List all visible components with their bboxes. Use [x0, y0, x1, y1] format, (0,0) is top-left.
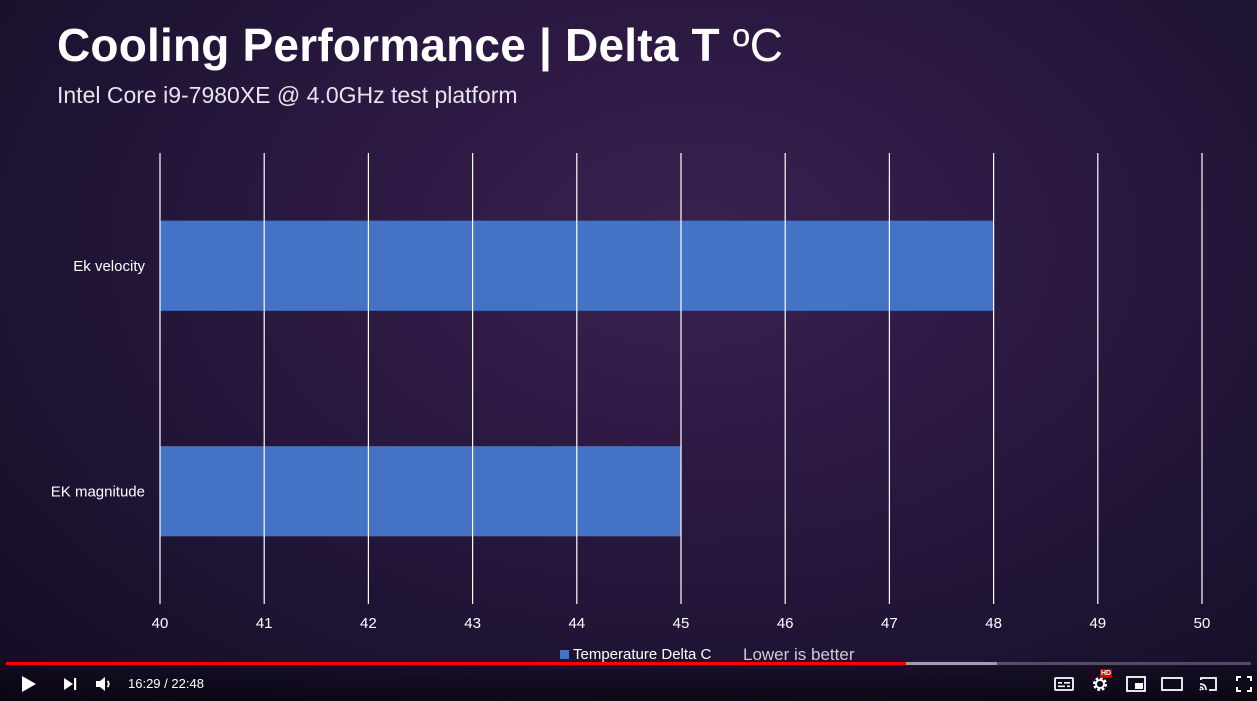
- play-icon: [22, 675, 36, 692]
- bar: [160, 446, 681, 537]
- cast-button[interactable]: [1196, 666, 1220, 701]
- miniplayer-button[interactable]: [1124, 666, 1148, 701]
- x-tick-label: 42: [360, 615, 377, 632]
- category-label: EK magnitude: [51, 483, 145, 500]
- category-label: Ek velocity: [73, 258, 145, 275]
- slide-title: Cooling Performance | Delta T ºC: [57, 18, 783, 72]
- lower-is-better-note: Lower is better: [743, 645, 855, 664]
- x-tick-label: 43: [464, 615, 481, 632]
- time-display: 16:29 / 22:48: [128, 676, 204, 691]
- x-tick-label: 48: [985, 615, 1002, 632]
- miniplayer-icon: [1126, 675, 1146, 692]
- legend-swatch: [560, 650, 569, 659]
- player-controls: 16:29 / 22:48 HD: [0, 666, 1257, 701]
- fullscreen-icon: [1236, 675, 1252, 692]
- fullscreen-button[interactable]: [1232, 666, 1256, 701]
- x-tick-label: 45: [673, 615, 690, 632]
- slide-title-unit: ºC: [732, 19, 784, 71]
- x-tick-label: 44: [568, 615, 585, 632]
- slide-title-text: Cooling Performance | Delta T: [57, 19, 720, 71]
- x-tick-label: 47: [881, 615, 898, 632]
- next-icon: [64, 677, 77, 690]
- x-tick-label: 41: [256, 615, 273, 632]
- volume-icon: [96, 676, 110, 691]
- next-button[interactable]: [56, 666, 84, 701]
- progress-bar[interactable]: [6, 662, 1251, 665]
- progress-played: [6, 662, 907, 665]
- duration: 22:48: [171, 676, 204, 691]
- x-tick-label: 50: [1194, 615, 1211, 632]
- legend-label: Temperature Delta C: [573, 646, 712, 663]
- hd-badge: HD: [1100, 668, 1113, 678]
- subtitles-icon: [1054, 676, 1074, 691]
- settings-button[interactable]: HD: [1088, 666, 1113, 701]
- chart-legend: Temperature Delta C: [560, 646, 711, 663]
- current-time: 16:29: [128, 676, 161, 691]
- play-button[interactable]: [14, 666, 44, 701]
- x-tick-label: 46: [777, 615, 794, 632]
- theater-mode-button[interactable]: [1159, 666, 1185, 701]
- x-tick-label: 49: [1089, 615, 1106, 632]
- theater-icon: [1161, 676, 1183, 691]
- slide-subtitle: Intel Core i9-7980XE @ 4.0GHz test platf…: [57, 82, 518, 108]
- subtitles-button[interactable]: [1052, 666, 1076, 701]
- settings-icon: [1093, 676, 1107, 691]
- x-tick-label: 40: [152, 615, 169, 632]
- volume-button[interactable]: [92, 666, 116, 701]
- time-separator: /: [160, 676, 172, 691]
- cast-icon: [1199, 676, 1217, 691]
